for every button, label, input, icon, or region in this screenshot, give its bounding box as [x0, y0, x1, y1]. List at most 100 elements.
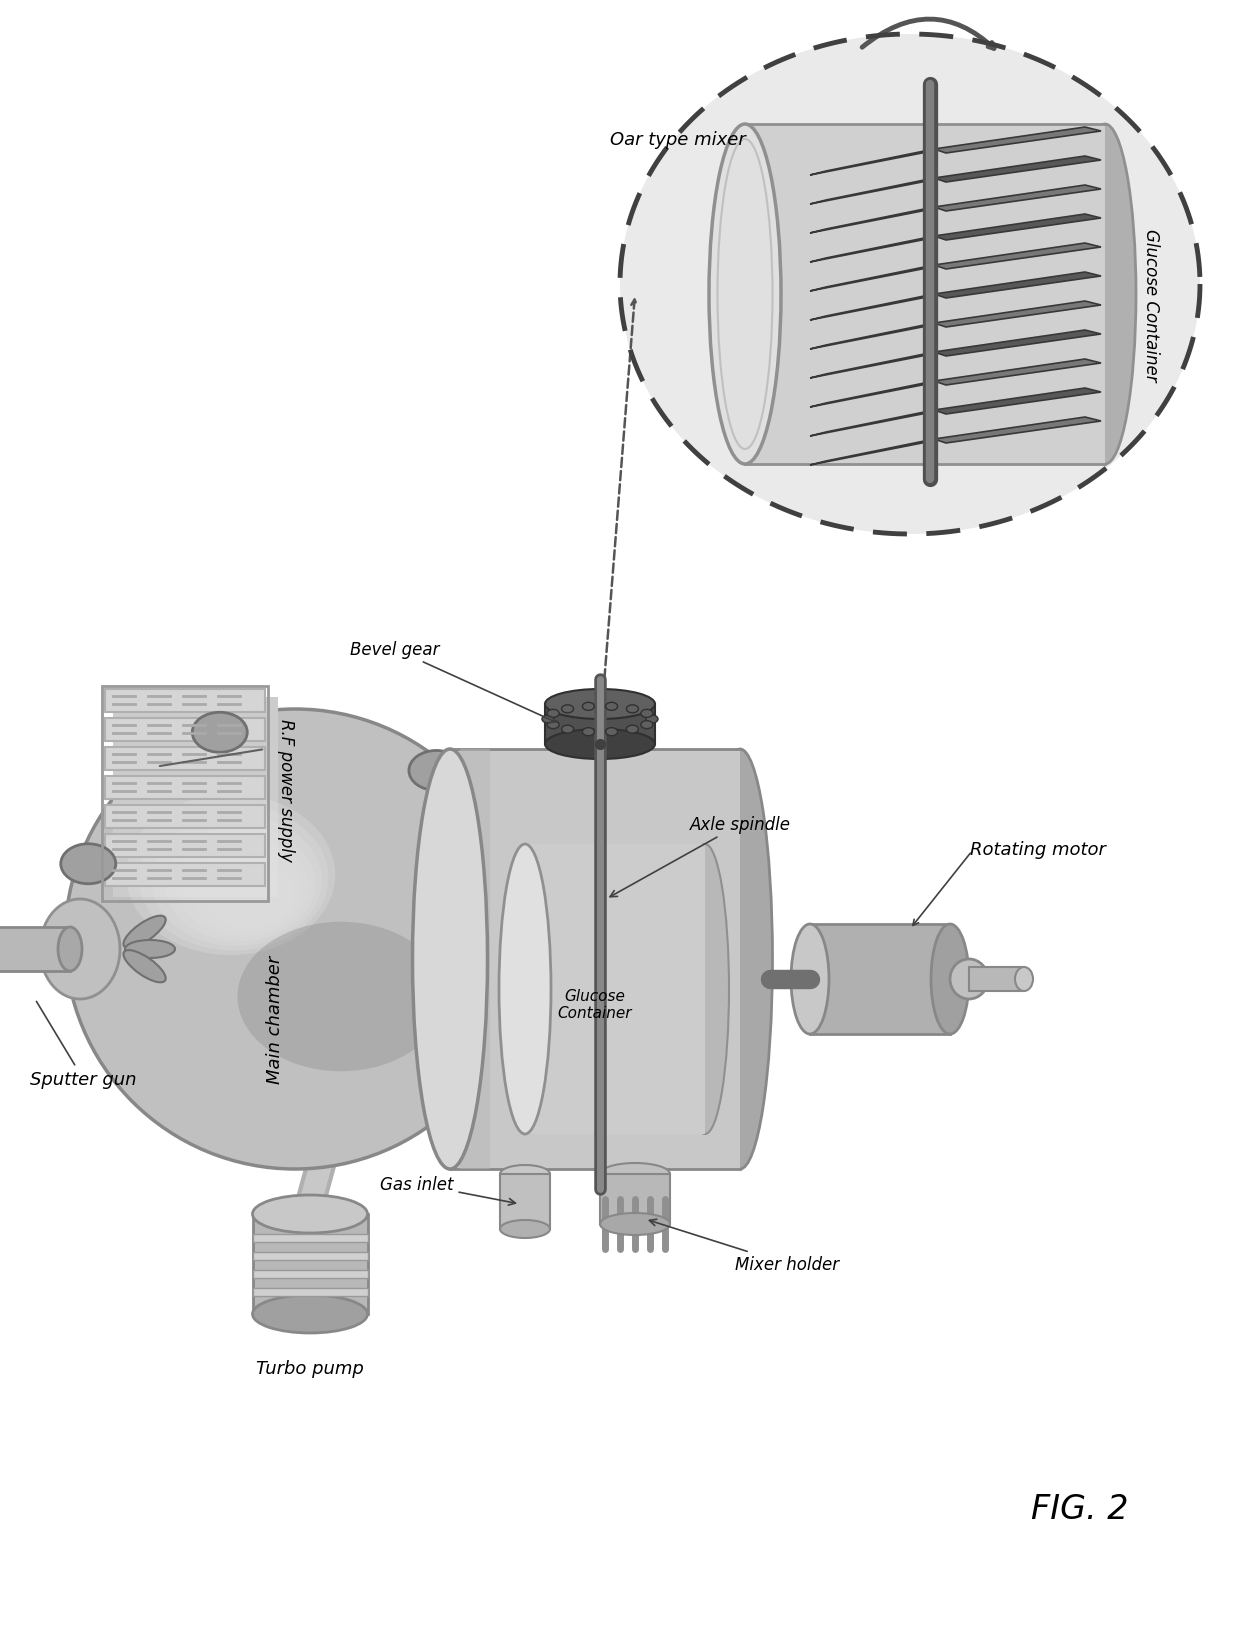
Ellipse shape [708, 749, 773, 1169]
Bar [105, 718, 265, 741]
Polygon shape [810, 238, 934, 262]
Ellipse shape [562, 726, 574, 734]
Ellipse shape [547, 710, 559, 718]
Ellipse shape [1074, 125, 1136, 465]
Text: R.F power supply: R.F power supply [277, 718, 295, 860]
Ellipse shape [600, 1164, 670, 1185]
Ellipse shape [202, 857, 295, 929]
Polygon shape [934, 244, 1101, 270]
Text: Glucose Container: Glucose Container [1142, 228, 1159, 382]
Ellipse shape [190, 847, 301, 933]
Ellipse shape [151, 816, 321, 947]
Bar [253, 1234, 368, 1242]
Bar [253, 1252, 368, 1260]
Bar [253, 1288, 368, 1296]
Ellipse shape [547, 721, 559, 729]
Polygon shape [934, 128, 1101, 154]
Bar [500, 1174, 551, 1229]
Ellipse shape [931, 924, 968, 1034]
Ellipse shape [500, 1221, 551, 1237]
Ellipse shape [709, 125, 781, 465]
Bar [105, 747, 265, 770]
Bar [460, 749, 490, 1169]
Ellipse shape [641, 721, 652, 729]
Text: Bevel gear: Bevel gear [350, 641, 556, 723]
Polygon shape [810, 439, 934, 465]
Bar [253, 1214, 368, 1314]
Ellipse shape [605, 728, 618, 736]
Ellipse shape [791, 924, 830, 1034]
Bar [105, 834, 265, 857]
Ellipse shape [1016, 967, 1033, 992]
Bar [105, 864, 265, 887]
Ellipse shape [64, 710, 525, 1169]
Ellipse shape [409, 751, 464, 792]
Ellipse shape [605, 703, 618, 711]
Bar [0, 928, 69, 972]
Text: Oar type mixer: Oar type mixer [610, 131, 745, 149]
Polygon shape [810, 295, 934, 321]
Ellipse shape [413, 749, 487, 1169]
Ellipse shape [58, 928, 82, 972]
Text: Axle spindle: Axle spindle [610, 816, 791, 897]
Bar [113, 698, 278, 898]
Bar [450, 749, 740, 1169]
Ellipse shape [600, 1213, 670, 1236]
Bar [546, 705, 655, 744]
Ellipse shape [681, 844, 729, 1134]
Ellipse shape [164, 826, 315, 942]
Bar [105, 777, 265, 800]
Polygon shape [934, 185, 1101, 211]
Ellipse shape [498, 844, 551, 1134]
Polygon shape [934, 418, 1101, 444]
Text: Glucose
Container: Glucose Container [558, 988, 632, 1021]
Polygon shape [810, 179, 934, 205]
Ellipse shape [641, 710, 652, 718]
Ellipse shape [253, 1195, 367, 1233]
Bar [600, 1174, 670, 1224]
Polygon shape [934, 215, 1101, 241]
Bar [745, 125, 1105, 465]
Bar [105, 805, 265, 828]
Ellipse shape [546, 729, 655, 759]
Polygon shape [934, 302, 1101, 328]
Bar [102, 687, 268, 901]
Ellipse shape [626, 705, 639, 713]
Text: Rotating motor: Rotating motor [970, 841, 1106, 859]
Ellipse shape [620, 34, 1200, 534]
Ellipse shape [626, 726, 639, 734]
Polygon shape [810, 149, 934, 175]
Polygon shape [934, 157, 1101, 184]
Text: FIG. 2: FIG. 2 [1032, 1493, 1128, 1526]
Bar [253, 1270, 368, 1278]
Ellipse shape [646, 716, 658, 723]
Polygon shape [810, 266, 934, 292]
Bar [105, 690, 265, 713]
Ellipse shape [583, 728, 594, 736]
Polygon shape [810, 208, 934, 234]
Ellipse shape [216, 869, 288, 924]
Ellipse shape [126, 795, 335, 956]
Ellipse shape [500, 1165, 551, 1183]
Polygon shape [810, 325, 934, 349]
Bar [968, 967, 1024, 992]
Ellipse shape [61, 844, 115, 883]
Ellipse shape [253, 1295, 367, 1333]
Polygon shape [810, 411, 934, 436]
Ellipse shape [562, 705, 574, 713]
Polygon shape [934, 388, 1101, 415]
Text: Mixer holder: Mixer holder [650, 1219, 839, 1274]
Text: Sputter gun: Sputter gun [30, 1001, 136, 1088]
Ellipse shape [546, 690, 655, 720]
Polygon shape [934, 361, 1101, 385]
Ellipse shape [40, 900, 120, 1000]
Ellipse shape [950, 959, 988, 1000]
Ellipse shape [124, 916, 166, 949]
Text: Gas inlet: Gas inlet [379, 1175, 516, 1205]
Ellipse shape [177, 836, 309, 938]
Ellipse shape [192, 713, 247, 752]
Ellipse shape [238, 923, 444, 1072]
Polygon shape [934, 331, 1101, 357]
Ellipse shape [583, 703, 594, 711]
Ellipse shape [124, 951, 166, 983]
